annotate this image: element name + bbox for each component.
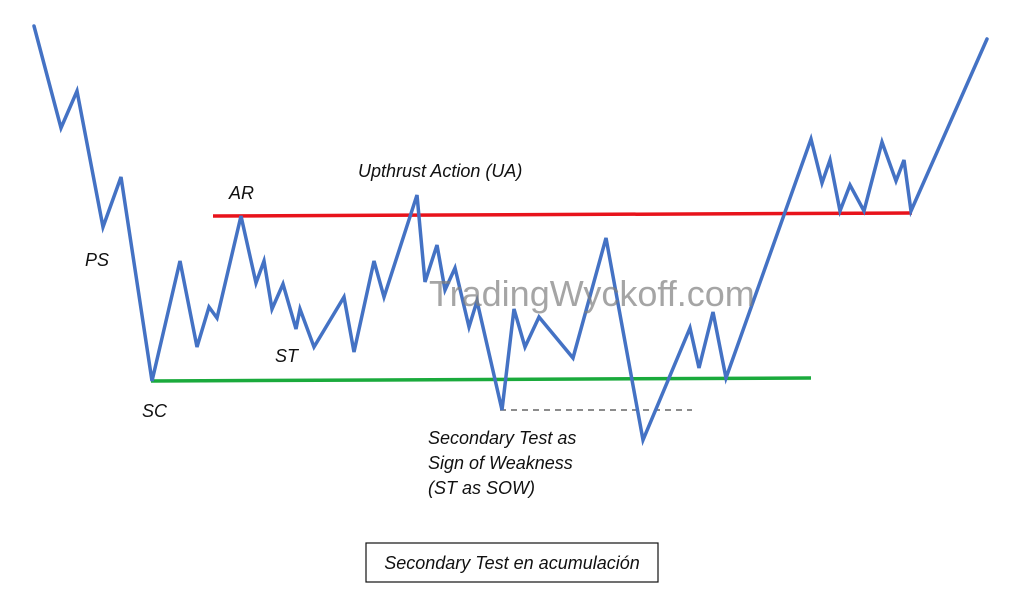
label-ua: Upthrust Action (UA) (358, 161, 522, 181)
caption-border (365, 542, 659, 583)
label-sow-line1: Secondary Test as (428, 428, 576, 448)
label-sow-line2: Sign of Weakness (428, 453, 573, 473)
label-sow-line3: (ST as SOW) (428, 478, 535, 498)
support-line (150, 376, 812, 383)
label-st: ST (275, 346, 300, 366)
label-sc: SC (142, 401, 168, 421)
caption-text: Secondary Test en acumulación (384, 553, 640, 573)
resistance-line (212, 211, 913, 218)
caption-box: Secondary Test en acumulación (365, 542, 659, 583)
price-path (32, 24, 989, 447)
watermark: TradingWyckoff.com (429, 273, 755, 314)
label-ar: AR (228, 183, 254, 203)
label-ps: PS (85, 250, 109, 270)
